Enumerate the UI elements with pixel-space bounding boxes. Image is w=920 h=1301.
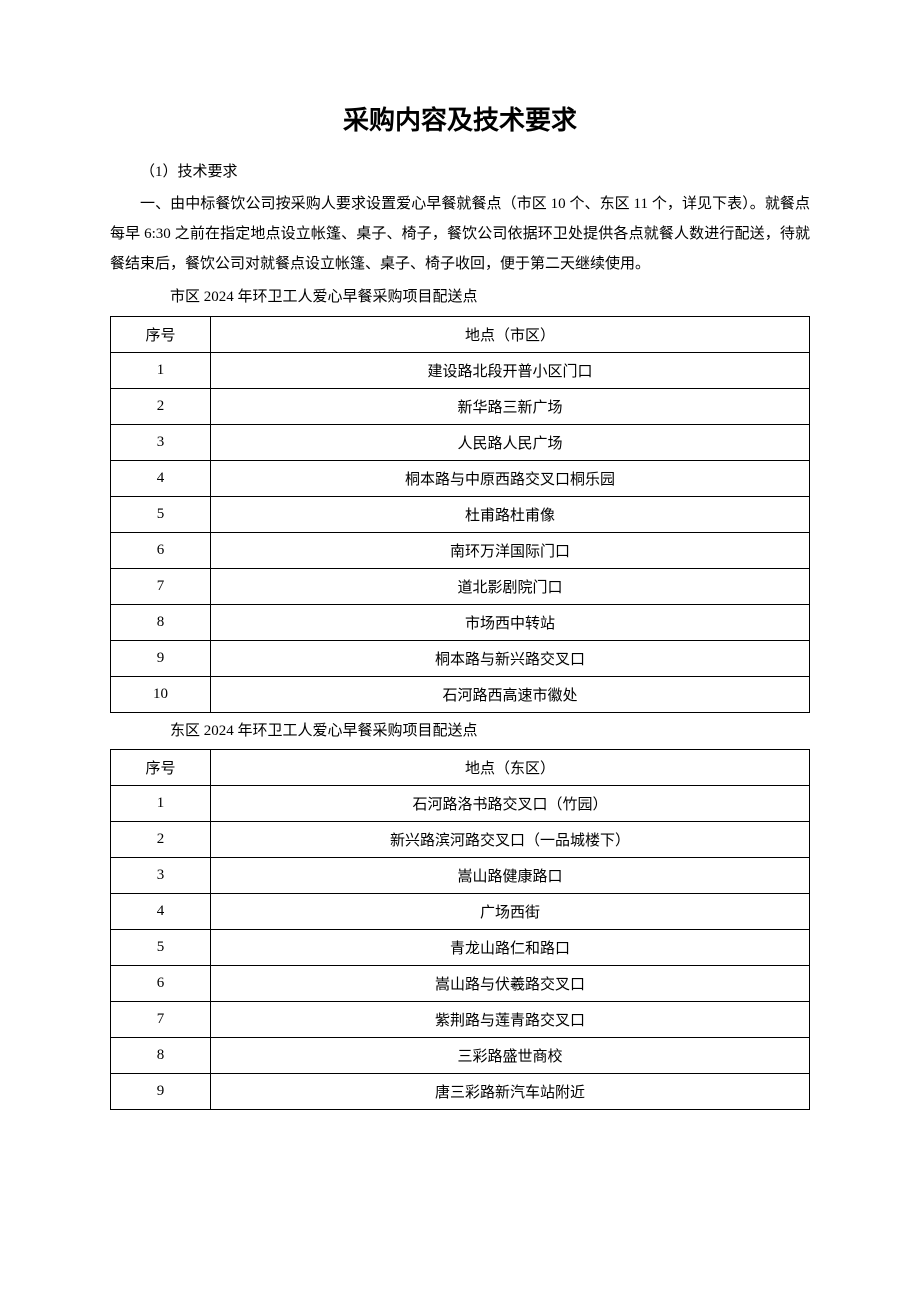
table-row: 1建设路北段开普小区门口 <box>111 352 810 388</box>
table-1-cell-loc: 桐本路与中原西路交叉口桐乐园 <box>211 460 810 496</box>
table-2-cell-idx: 5 <box>111 930 211 966</box>
table-1-cell-idx: 3 <box>111 424 211 460</box>
table-row: 9唐三彩路新汽车站附近 <box>111 1074 810 1110</box>
table-row: 2新兴路滨河路交叉口（一品城楼下） <box>111 822 810 858</box>
table-row: 3人民路人民广场 <box>111 424 810 460</box>
section-1-heading: （1）技术要求 <box>110 157 810 187</box>
table-row: 1石河路洛书路交叉口（竹园） <box>111 786 810 822</box>
table-1-header-loc: 地点（市区） <box>211 316 810 352</box>
table-1-cell-idx: 9 <box>111 640 211 676</box>
table-2: 序号 地点（东区） 1石河路洛书路交叉口（竹园）2新兴路滨河路交叉口（一品城楼下… <box>110 749 810 1110</box>
table-row: 5杜甫路杜甫像 <box>111 496 810 532</box>
table-2-cell-loc: 广场西街 <box>211 894 810 930</box>
table-2-cell-idx: 4 <box>111 894 211 930</box>
table-row: 序号 地点（市区） <box>111 316 810 352</box>
table-2-cell-loc: 嵩山路与伏羲路交叉口 <box>211 966 810 1002</box>
table-1-cell-loc: 南环万洋国际门口 <box>211 532 810 568</box>
table-2-cell-loc: 紫荆路与莲青路交叉口 <box>211 1002 810 1038</box>
table-1-cell-loc: 人民路人民广场 <box>211 424 810 460</box>
table-2-cell-loc: 青龙山路仁和路口 <box>211 930 810 966</box>
table-1-cell-loc: 建设路北段开普小区门口 <box>211 352 810 388</box>
table-1-cell-idx: 1 <box>111 352 211 388</box>
table-1-header-idx: 序号 <box>111 316 211 352</box>
table-1-cell-idx: 2 <box>111 388 211 424</box>
table-row: 2新华路三新广场 <box>111 388 810 424</box>
table-1-cell-loc: 杜甫路杜甫像 <box>211 496 810 532</box>
table-2-cell-idx: 1 <box>111 786 211 822</box>
table-row: 5青龙山路仁和路口 <box>111 930 810 966</box>
table-1-cell-loc: 石河路西高速市徽处 <box>211 676 810 712</box>
table-row: 6南环万洋国际门口 <box>111 532 810 568</box>
table-1-cell-idx: 6 <box>111 532 211 568</box>
table-row: 8三彩路盛世商校 <box>111 1038 810 1074</box>
table-row: 9桐本路与新兴路交叉口 <box>111 640 810 676</box>
table-2-cell-loc: 嵩山路健康路口 <box>211 858 810 894</box>
table-1-caption: 市区 2024 年环卫工人爱心早餐采购项目配送点 <box>110 283 810 312</box>
table-row: 10石河路西高速市徽处 <box>111 676 810 712</box>
table-2-cell-idx: 9 <box>111 1074 211 1110</box>
paragraph-1: 一、由中标餐饮公司按采购人要求设置爱心早餐就餐点（市区 10 个、东区 11 个… <box>110 189 810 279</box>
table-1-cell-idx: 8 <box>111 604 211 640</box>
table-row: 8市场西中转站 <box>111 604 810 640</box>
document-title: 采购内容及技术要求 <box>110 100 810 137</box>
table-1-cell-idx: 4 <box>111 460 211 496</box>
table-2-cell-idx: 6 <box>111 966 211 1002</box>
table-row: 4桐本路与中原西路交叉口桐乐园 <box>111 460 810 496</box>
table-2-cell-idx: 3 <box>111 858 211 894</box>
table-2-cell-idx: 2 <box>111 822 211 858</box>
table-row: 7道北影剧院门口 <box>111 568 810 604</box>
table-1-cell-loc: 桐本路与新兴路交叉口 <box>211 640 810 676</box>
table-row: 6嵩山路与伏羲路交叉口 <box>111 966 810 1002</box>
table-2-cell-loc: 石河路洛书路交叉口（竹园） <box>211 786 810 822</box>
table-2-header-idx: 序号 <box>111 750 211 786</box>
table-row: 4广场西街 <box>111 894 810 930</box>
table-1-cell-loc: 道北影剧院门口 <box>211 568 810 604</box>
table-2-cell-idx: 8 <box>111 1038 211 1074</box>
table-row: 3嵩山路健康路口 <box>111 858 810 894</box>
table-1-cell-loc: 新华路三新广场 <box>211 388 810 424</box>
table-1-cell-loc: 市场西中转站 <box>211 604 810 640</box>
table-2-cell-loc: 唐三彩路新汽车站附近 <box>211 1074 810 1110</box>
table-1-cell-idx: 7 <box>111 568 211 604</box>
table-2-header-loc: 地点（东区） <box>211 750 810 786</box>
table-row: 7紫荆路与莲青路交叉口 <box>111 1002 810 1038</box>
table-2-caption: 东区 2024 年环卫工人爱心早餐采购项目配送点 <box>110 717 810 746</box>
table-1-cell-idx: 5 <box>111 496 211 532</box>
table-2-cell-loc: 三彩路盛世商校 <box>211 1038 810 1074</box>
table-row: 序号 地点（东区） <box>111 750 810 786</box>
table-2-cell-idx: 7 <box>111 1002 211 1038</box>
table-1-cell-idx: 10 <box>111 676 211 712</box>
table-2-cell-loc: 新兴路滨河路交叉口（一品城楼下） <box>211 822 810 858</box>
table-1: 序号 地点（市区） 1建设路北段开普小区门口2新华路三新广场3人民路人民广场4桐… <box>110 316 810 713</box>
